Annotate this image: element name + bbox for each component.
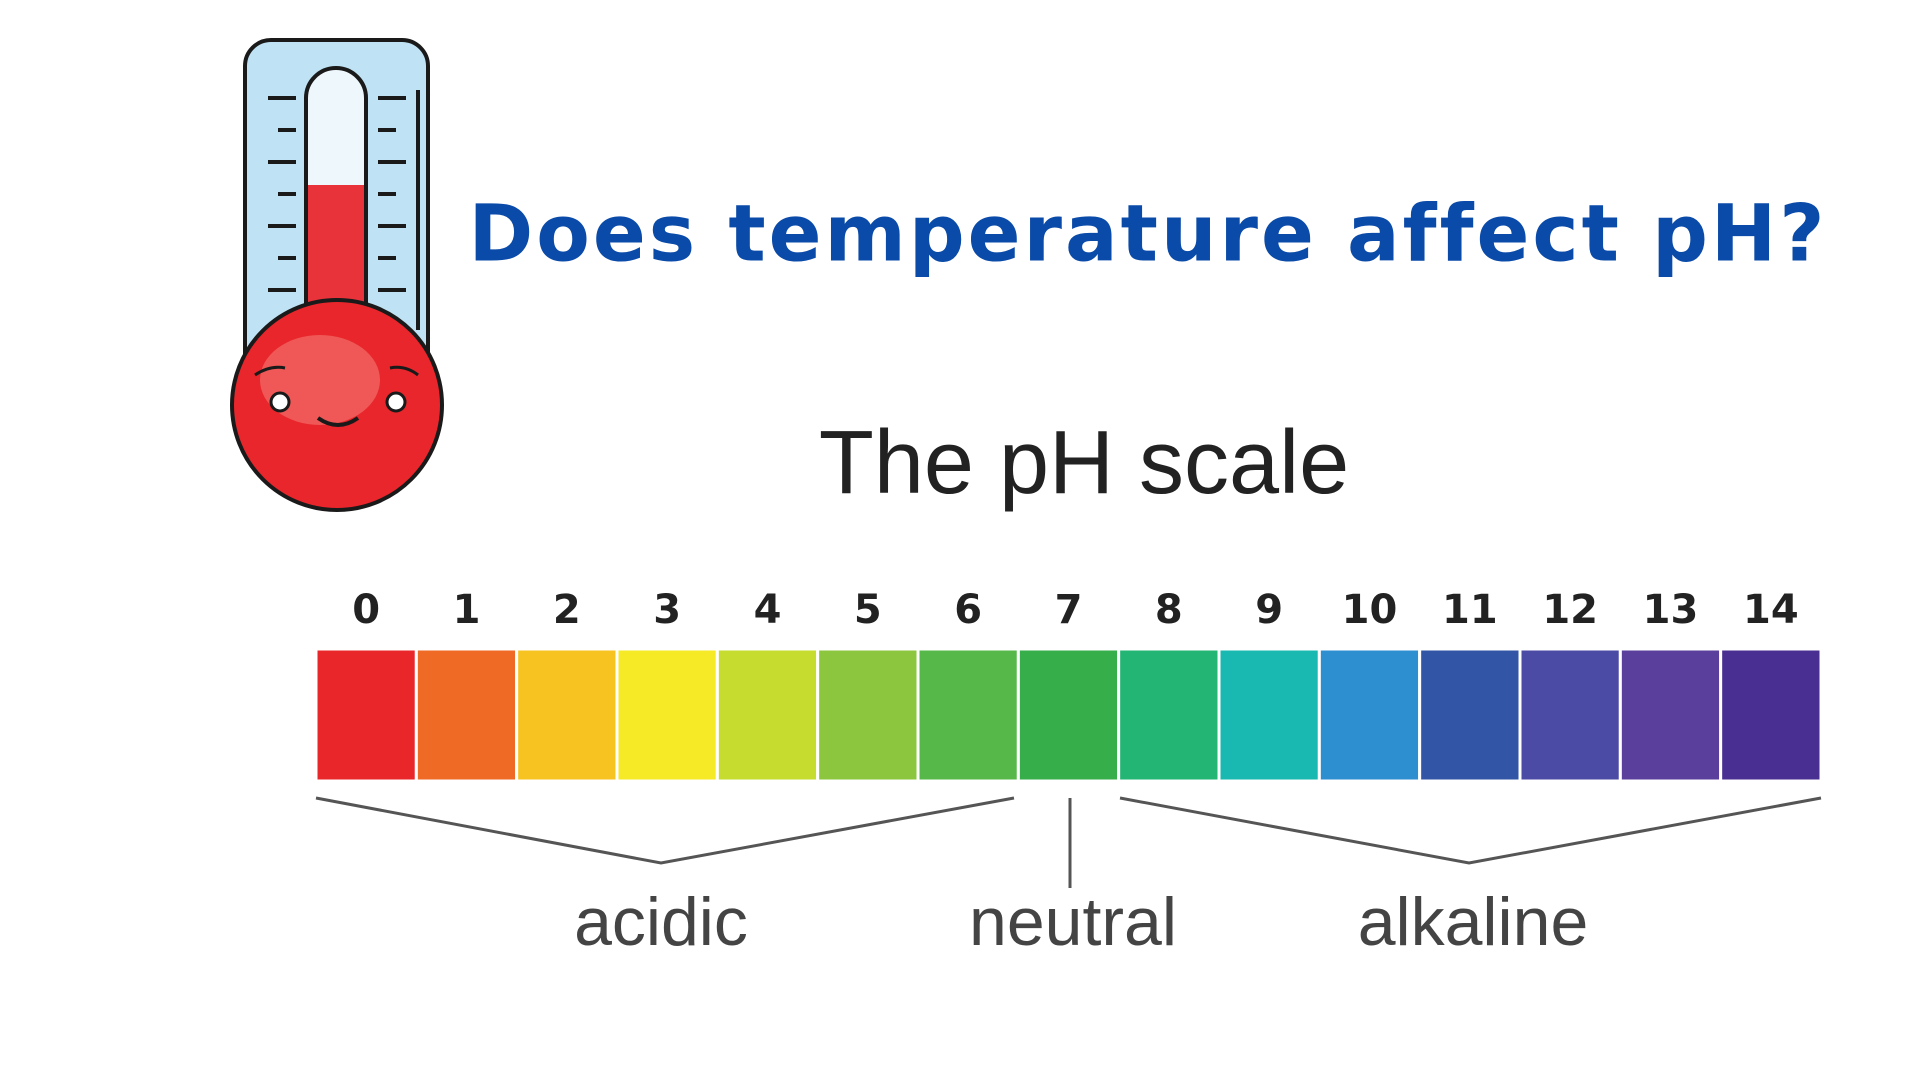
ph-level-label: 8 [1155,587,1183,633]
ph-segment [816,647,920,783]
ph-level-label: 11 [1442,587,1498,633]
ph-segment [1618,647,1723,783]
ph-level-label: 7 [1055,587,1083,633]
ph-segment [414,647,519,783]
ph-segment [314,647,418,783]
ph-level-label: 6 [954,587,982,633]
ph-segment [1719,647,1823,783]
ph-segment [1217,647,1321,783]
scale-title: The pH scale [819,413,1349,513]
ph-level-label: 4 [754,587,782,633]
ph-segment [1117,647,1221,783]
ph-segment [1418,647,1522,783]
ph-level-label: 12 [1542,587,1598,633]
ph-level-label: 1 [453,587,481,633]
ph-segment [916,647,1020,783]
alkaline-bracket [1119,796,1822,865]
acidic-bracket [315,796,1015,865]
title: Does temperature affect pH? [469,189,1828,279]
ph-segment [515,647,619,783]
ph-level-label: 13 [1643,587,1699,633]
ph-segment [615,647,719,783]
ph-level-label: 9 [1255,587,1283,633]
brackets [315,796,1822,888]
ph-level-label: 2 [553,587,581,633]
ph-level-label: 10 [1342,587,1398,633]
ph-level-label: 0 [352,587,380,633]
ph-segment [715,647,820,783]
thermometer-icon [230,38,444,512]
ph-level-label: 14 [1743,587,1799,633]
acidic-label: acidic [574,884,748,960]
ph-level-label: 3 [653,587,681,633]
ph-segment [1016,647,1121,783]
ph-level-label: 5 [854,587,882,633]
ph-segment [1518,647,1622,783]
ph-scale: 0 1 2 3 4 5 6 7 8 9 10 11 12 13 14 [314,587,1823,783]
neutral-label: neutral [969,884,1177,960]
alkaline-label: alkaline [1358,884,1589,960]
ph-segment [1317,647,1422,783]
